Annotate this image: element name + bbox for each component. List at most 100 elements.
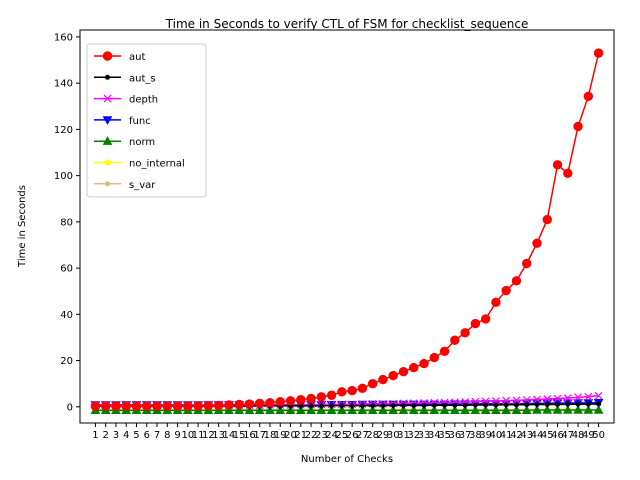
- legend-entry: depth: [94, 95, 158, 106]
- series-point: [493, 402, 499, 408]
- series-point: [162, 401, 172, 411]
- series-point: [367, 405, 378, 414]
- series-point: [462, 402, 468, 408]
- series-point: [532, 405, 542, 414]
- series-point: [442, 402, 448, 408]
- series-point: [409, 362, 419, 373]
- series-point: [585, 401, 591, 407]
- series-point: [449, 405, 460, 414]
- x-tick-label: 17: [253, 430, 266, 441]
- series-point: [480, 405, 491, 414]
- legend-label: s_var: [129, 180, 156, 191]
- x-tick-label: 20: [284, 430, 297, 441]
- chart-title: Time in Seconds to verify CTL of FSM for…: [165, 17, 529, 31]
- x-tick-label: 50: [592, 430, 605, 441]
- series-point: [400, 402, 406, 408]
- series-point: [398, 366, 409, 377]
- x-tick-label: 24: [325, 430, 338, 441]
- series-point: [411, 402, 417, 408]
- y-axis-label: Time in Seconds: [17, 185, 28, 268]
- series-point: [542, 405, 553, 414]
- legend-entry: norm: [94, 136, 155, 148]
- series-point: [388, 405, 399, 414]
- y-tick-label: 40: [60, 310, 73, 321]
- y-tick-label: 80: [60, 217, 73, 228]
- series-point: [339, 403, 345, 409]
- series-point: [419, 358, 429, 369]
- x-tick-label: 5: [133, 430, 139, 441]
- series-point: [594, 391, 603, 400]
- series-point: [349, 403, 355, 409]
- series-point: [524, 402, 530, 408]
- series-point: [131, 401, 142, 411]
- series-point: [450, 335, 460, 345]
- legend-entry: s_var: [94, 180, 156, 191]
- series-point: [470, 405, 481, 414]
- x-tick-label: 37: [459, 430, 472, 441]
- series-point: [306, 405, 316, 414]
- x-tick-label: 39: [479, 430, 492, 441]
- y-tick-label: 140: [54, 79, 73, 90]
- x-tick-label: 32: [407, 430, 420, 441]
- series-point: [584, 392, 593, 401]
- x-tick-label: 19: [274, 430, 287, 441]
- x-tick-label: 34: [428, 430, 441, 441]
- series-point: [275, 397, 285, 407]
- series-point: [224, 400, 234, 410]
- series-point: [553, 394, 562, 403]
- series-point: [359, 403, 365, 409]
- series-point: [326, 390, 337, 400]
- series-point: [419, 405, 429, 414]
- legend-point: [102, 157, 113, 167]
- series-point: [367, 379, 378, 389]
- x-tick-label: 43: [520, 430, 533, 441]
- legend-point: [102, 51, 113, 61]
- series-point: [378, 374, 388, 385]
- series-point: [573, 405, 583, 414]
- series-point: [121, 401, 131, 411]
- series-point: [316, 405, 327, 414]
- y-tick-label: 0: [67, 402, 73, 413]
- series-point: [521, 405, 532, 414]
- x-tick-label: 33: [418, 430, 431, 441]
- series-point: [90, 401, 101, 411]
- x-tick-label: 26: [346, 430, 359, 441]
- series-point: [183, 401, 193, 411]
- y-tick-label: 20: [60, 356, 73, 367]
- x-tick-label: 3: [113, 430, 119, 441]
- legend-entry: aut_s: [94, 73, 156, 84]
- x-tick-label: 6: [144, 430, 150, 441]
- legend-entry: func: [94, 116, 151, 127]
- x-tick-label: 14: [223, 430, 236, 441]
- x-tick-label: 16: [243, 430, 256, 441]
- series-point: [370, 403, 376, 409]
- legend-label: aut_s: [129, 73, 156, 84]
- x-tick-label: 30: [387, 430, 400, 441]
- legend-point: [102, 136, 113, 145]
- series-point: [337, 387, 347, 397]
- x-tick-label: 36: [448, 430, 461, 441]
- series-point: [213, 400, 224, 411]
- series-point: [583, 91, 594, 102]
- series-point: [390, 402, 396, 408]
- series-point: [491, 297, 501, 308]
- series-point: [501, 405, 512, 414]
- series-point: [491, 405, 501, 414]
- series-point: [544, 402, 550, 408]
- legend-point: [105, 74, 110, 80]
- x-tick-label: 12: [202, 430, 215, 441]
- series-point: [593, 405, 604, 414]
- series-point: [308, 403, 314, 409]
- series-point: [326, 405, 337, 414]
- series-point: [511, 405, 522, 414]
- x-tick-label: 45: [541, 430, 554, 441]
- y-tick-label: 100: [54, 171, 73, 182]
- series-point: [501, 285, 511, 296]
- series-point: [255, 398, 265, 409]
- x-tick-label: 42: [510, 430, 523, 441]
- series-point: [502, 396, 511, 405]
- legend-label: aut: [129, 52, 145, 63]
- x-tick-label: 35: [438, 430, 451, 441]
- series-point: [347, 385, 357, 396]
